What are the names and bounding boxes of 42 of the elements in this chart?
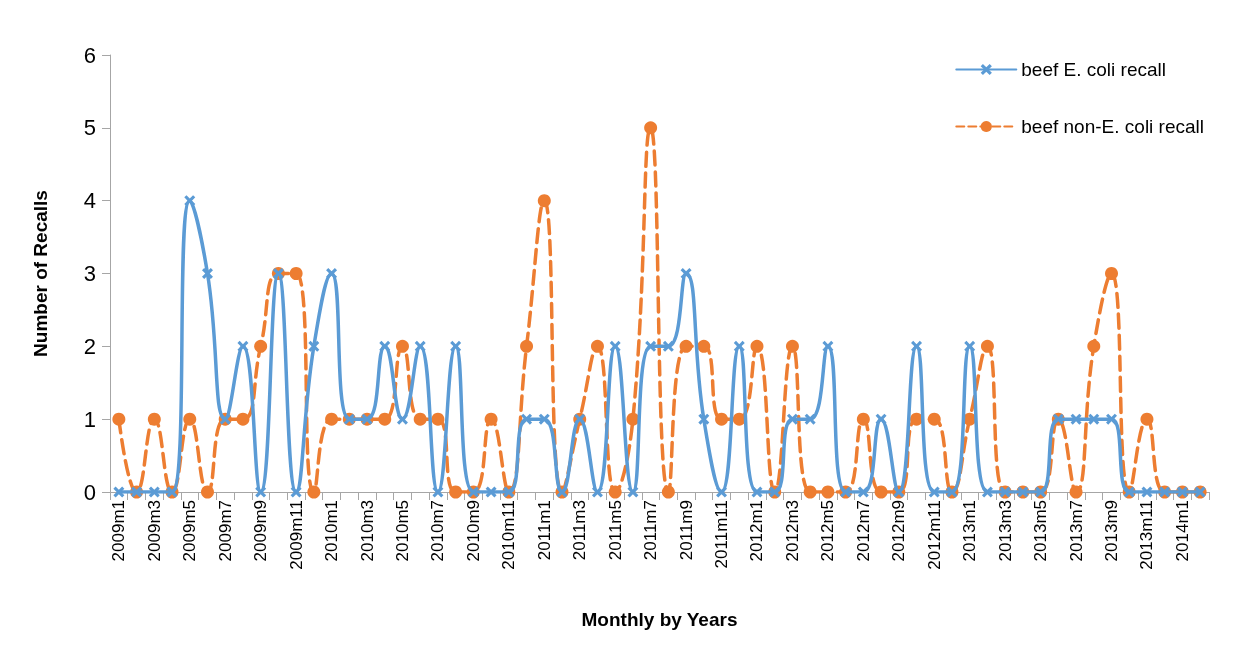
x-tick-label: 2010m1	[322, 500, 342, 562]
x-tick-label: 2013m7	[1066, 500, 1086, 562]
y-tick-label: 4	[83, 188, 96, 214]
x-tick-label: 2012m3	[782, 500, 802, 562]
x-tick-label: 2009m5	[180, 500, 200, 562]
x-tick-label: 2009m3	[144, 500, 164, 562]
x-tick-label: 2010m5	[392, 500, 412, 562]
x-tick-label: 2013m5	[1031, 500, 1051, 562]
x-tick-label: 2009m1	[109, 500, 129, 562]
x-tick-label: 2011m5	[605, 500, 625, 561]
x-tick-label: 2011m3	[570, 500, 590, 561]
x-tick-label: 2011m11	[712, 500, 732, 569]
x-tick-label: 2013m11	[1137, 500, 1157, 570]
x-tick-label: 2012m7	[853, 500, 873, 562]
y-axis-title: Number of Recalls	[30, 190, 51, 357]
x-tick-label: 2011m1	[534, 500, 554, 561]
x-tick-label: 2009m7	[215, 500, 235, 562]
y-tick-label: 2	[83, 333, 96, 359]
x-tick-label: 2014m1	[1172, 500, 1192, 562]
x-tick-label: 2010m3	[357, 500, 377, 562]
x-tick-label: 2013m3	[995, 500, 1015, 562]
x-tick-label: 2011m7	[641, 500, 661, 561]
x-tick-label: 2011m9	[676, 500, 696, 561]
legend-label: beef E. coli recall	[1021, 59, 1166, 80]
x-tick-label: 2009m9	[251, 500, 271, 562]
x-tick-label: 2012m11	[924, 500, 944, 570]
y-tick-label: 3	[83, 261, 96, 286]
x-tick-label: 2013m9	[1102, 500, 1122, 562]
x-tick-label: 2010m7	[428, 500, 448, 562]
y-tick-label: 5	[83, 115, 96, 141]
y-tick-label: 0	[83, 479, 96, 505]
legend-label: beef non-E. coli recall	[1021, 116, 1205, 137]
x-tick-label: 2010m11	[499, 500, 519, 570]
x-tick-label: 2012m9	[889, 500, 909, 562]
x-tick-label: 2009m11	[286, 500, 306, 570]
x-tick-label: 2012m5	[818, 500, 838, 562]
x-tick-label: 2010m9	[463, 500, 483, 562]
x-tick-label: 2012m1	[747, 500, 767, 562]
y-tick-label: 1	[83, 406, 96, 432]
x-tick-label: 2013m1	[960, 500, 980, 562]
y-tick-label: 6	[83, 42, 96, 68]
x-axis-title: Monthly by Years	[581, 609, 738, 630]
